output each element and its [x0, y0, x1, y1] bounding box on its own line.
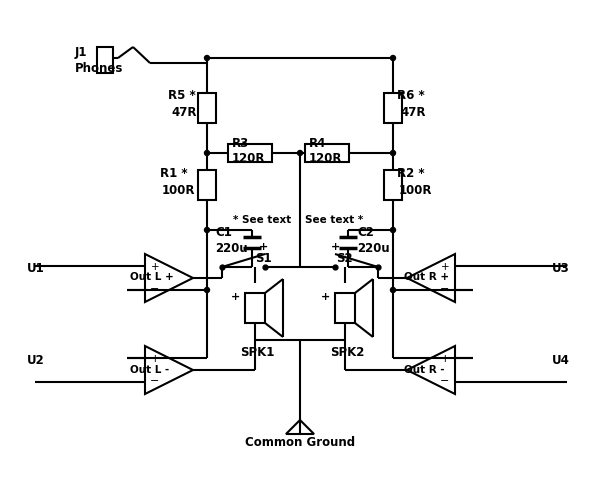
Text: S2: S2 — [336, 251, 353, 264]
Text: 100R: 100R — [399, 183, 432, 197]
Text: 47R: 47R — [400, 106, 426, 119]
Text: 220u: 220u — [357, 242, 389, 254]
Text: R4: R4 — [309, 136, 326, 149]
Text: U3: U3 — [552, 261, 569, 274]
Bar — [335, 293, 355, 323]
Circle shape — [297, 150, 302, 155]
Text: C1: C1 — [215, 226, 232, 239]
Text: R2 *: R2 * — [397, 166, 424, 179]
Bar — [198, 93, 216, 123]
Text: +: + — [259, 242, 268, 252]
Text: +: + — [441, 354, 449, 364]
Text: Phones: Phones — [75, 61, 123, 75]
Bar — [384, 170, 402, 200]
Text: −: − — [150, 376, 160, 386]
Text: +: + — [321, 292, 330, 302]
Text: −: − — [440, 284, 450, 294]
Bar — [245, 293, 265, 323]
Text: +: + — [331, 242, 341, 252]
Circle shape — [205, 150, 209, 155]
Text: 47R: 47R — [171, 106, 196, 119]
Circle shape — [391, 150, 396, 155]
Text: +: + — [150, 354, 160, 364]
Text: +: + — [231, 292, 241, 302]
Bar — [228, 144, 272, 162]
Text: C2: C2 — [357, 226, 374, 239]
Text: 120R: 120R — [232, 151, 265, 164]
Text: See text *: See text * — [305, 215, 363, 225]
Text: 120R: 120R — [309, 151, 343, 164]
Bar — [198, 170, 216, 200]
Circle shape — [391, 55, 396, 60]
Text: Out L +: Out L + — [130, 272, 174, 282]
Text: +: + — [150, 262, 160, 272]
Text: U1: U1 — [27, 261, 45, 274]
Text: Out R +: Out R + — [404, 272, 449, 282]
Text: SPK2: SPK2 — [330, 346, 364, 359]
Bar — [384, 93, 402, 123]
Text: U4: U4 — [552, 354, 570, 367]
Text: R1 *: R1 * — [160, 166, 188, 179]
Circle shape — [205, 287, 209, 292]
Text: R3: R3 — [232, 136, 249, 149]
Text: J1: J1 — [75, 45, 87, 58]
Text: Out R -: Out R - — [404, 365, 445, 375]
Text: −: − — [440, 376, 450, 386]
Text: −: − — [150, 284, 160, 294]
Text: S1: S1 — [255, 251, 272, 264]
Text: 220u: 220u — [215, 242, 247, 254]
Circle shape — [391, 287, 396, 292]
Text: R5 *: R5 * — [168, 89, 196, 102]
Text: * See text: * See text — [233, 215, 291, 225]
Text: Out L -: Out L - — [130, 365, 169, 375]
Bar — [305, 144, 349, 162]
Circle shape — [205, 228, 209, 233]
Text: U2: U2 — [27, 354, 45, 367]
Text: +: + — [441, 262, 449, 272]
Text: SPK1: SPK1 — [240, 346, 275, 359]
Bar — [97, 47, 113, 73]
Text: R6 *: R6 * — [397, 89, 425, 102]
Circle shape — [205, 55, 209, 60]
Text: 100R: 100R — [162, 183, 196, 197]
Circle shape — [391, 228, 396, 233]
Text: Common Ground: Common Ground — [245, 437, 355, 450]
